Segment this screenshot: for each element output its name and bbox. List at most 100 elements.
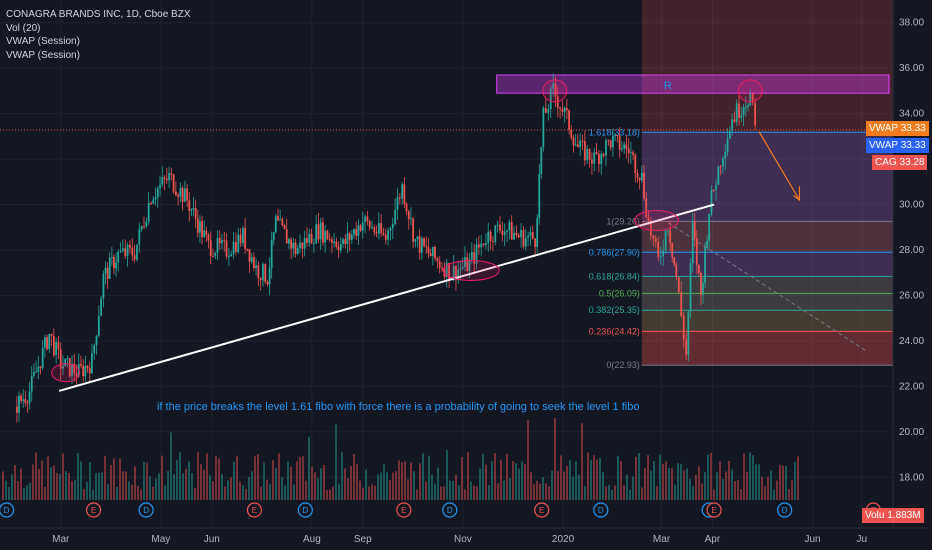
candle-body [86,366,89,368]
candle-body [88,367,91,374]
candle-body [350,234,353,240]
volume-bar [515,463,517,500]
candle-body [559,107,561,109]
candle-body [344,239,347,244]
volume-bar [680,463,682,500]
candle-body [482,243,485,245]
volume-bar [140,489,142,500]
earnings-marker [534,502,550,518]
legend-vwap-1[interactable]: VWAP (Session) [6,36,80,47]
volume-bar [2,471,4,500]
price-tag-vwap-1: VWAP 33.33 [866,121,929,136]
candle-body [205,230,208,235]
volume-bar [464,489,466,500]
candle-body [15,406,18,413]
candle-body [724,152,727,159]
volume-bar [524,463,526,500]
volume-bar [572,476,574,500]
candle-body [659,256,662,258]
candle-body [647,217,650,221]
volume-bar [527,420,529,500]
volume-bar [581,423,583,500]
volume-bar [206,453,208,500]
volume-bar [290,466,292,500]
candle-body [250,257,253,262]
volume-bar [251,471,253,500]
dividend-marker-label: D [143,506,149,515]
fib-zone [641,252,893,277]
candle-body [612,136,614,148]
candle-body [715,185,717,191]
volume-bar [785,466,787,500]
volume-bar [374,485,376,500]
candle-body [212,255,214,257]
candle-body [733,119,736,122]
volume-bar [329,489,331,500]
volume-bar [635,456,637,500]
volume-bar [458,484,460,500]
candle-body [652,235,655,239]
candle-body [689,263,692,312]
candle-body [192,208,195,210]
volume-bar [716,472,718,500]
volume-bar [770,470,772,500]
candle-body [590,159,593,164]
price-axis-bg [893,0,932,550]
volume-bar [110,464,112,500]
candle-body [524,237,527,247]
volume-bar [416,489,418,500]
volume-bar [467,452,469,500]
candle-body [255,265,257,269]
candle-body [536,218,539,248]
fib-level-label: 1.618(33.18) [589,127,640,137]
volume-bar [308,436,310,500]
volume-bar [725,471,727,500]
volume-bar [722,478,724,500]
legend-volume[interactable]: Vol (20) [6,22,41,34]
candle-body [645,198,648,218]
candle-body [416,236,419,240]
candle-body [607,140,610,142]
candle-body [499,224,501,231]
x-tick-label: Jun [204,534,220,545]
candle-body [24,399,27,403]
candle-body [310,233,313,244]
candle-body [82,365,85,377]
candle-body [623,144,626,149]
annotation-text: if the price breaks the level 1.61 fibo … [157,401,639,413]
candle-body [517,235,520,238]
candle-body [375,232,378,234]
volume-bar [59,474,61,500]
volume-bar [269,483,271,500]
volume-bar [773,489,775,500]
earnings-marker-label: E [401,506,406,515]
candle-body [452,265,455,278]
candle-body [296,248,299,254]
y-tick-label: 36.00 [899,63,924,74]
candle-body [466,257,469,272]
volume-bar [26,485,28,500]
candle-body [312,243,315,245]
candle-body [492,240,494,242]
candle-body [292,242,295,249]
volume-bar [587,452,589,500]
volume-bar [656,486,658,500]
legend-vwap-2[interactable]: VWAP (Session) [6,49,80,61]
volume-bar [164,485,166,500]
candle-body [494,225,497,242]
candle-body [414,239,417,242]
volume-bar [758,464,760,500]
candle-body [459,268,462,270]
candle-body [145,221,148,227]
candle-body [156,188,159,198]
candle-body [418,236,421,253]
candle-body [232,241,235,255]
legend-title[interactable]: CONAGRA BRANDS INC, 1D, Cboe BZX [6,9,191,20]
volume-bar [176,460,178,500]
volume-bar [230,477,232,500]
volume-bar [317,478,319,500]
volume-bar [380,472,382,500]
volume-bar [626,474,628,500]
volume-bar [365,469,367,500]
